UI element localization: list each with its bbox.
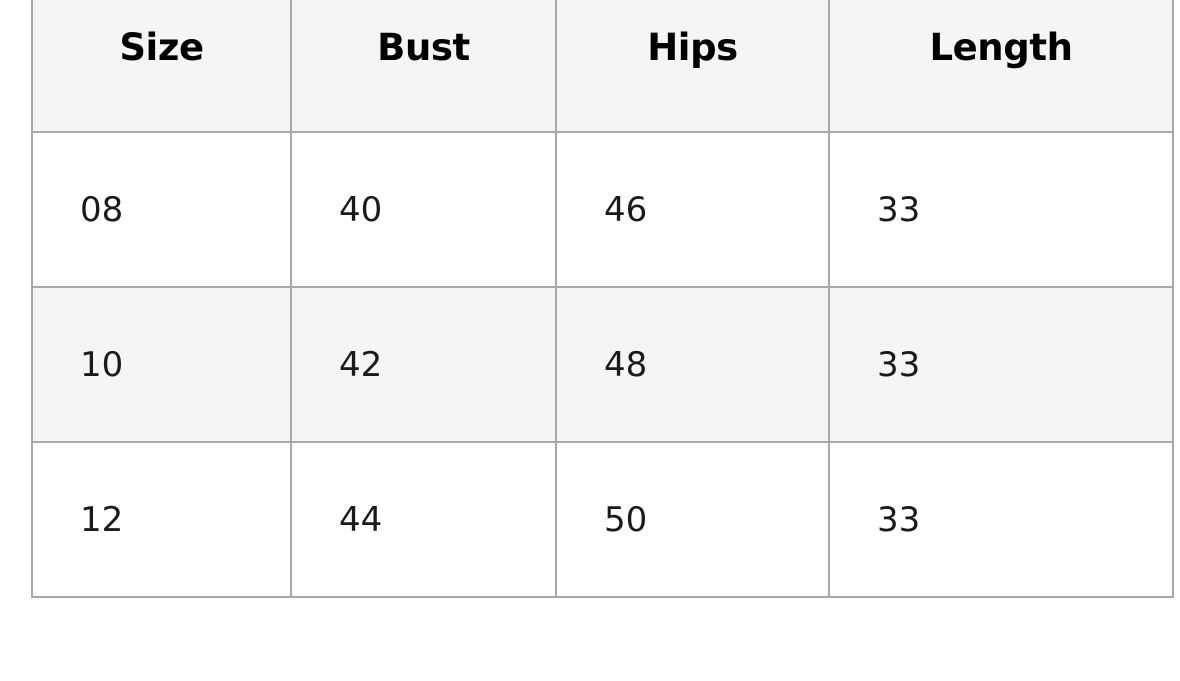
cell-hips: 48 [555,286,830,443]
cell-length: 33 [828,286,1174,443]
cell-size: 08 [31,131,292,288]
cell-size: 12 [31,441,292,598]
cell-hips: 46 [555,131,830,288]
column-header-size: Size [31,0,292,133]
column-header-length: Length [828,0,1174,133]
column-header-bust: Bust [290,0,557,133]
table-header-row: Size Bust Hips Length [31,0,1174,133]
size-chart-container: Size Bust Hips Length 08 40 46 33 10 42 … [31,0,1180,598]
cell-length: 33 [828,441,1174,598]
table-header: Size Bust Hips Length [31,0,1174,133]
table-row: 10 42 48 33 [31,286,1174,443]
cell-hips: 50 [555,441,830,598]
table-body: 08 40 46 33 10 42 48 33 12 44 50 33 [31,131,1174,598]
cell-length: 33 [828,131,1174,288]
cell-bust: 42 [290,286,557,443]
table-row: 08 40 46 33 [31,131,1174,288]
cell-bust: 44 [290,441,557,598]
cell-bust: 40 [290,131,557,288]
size-chart-table: Size Bust Hips Length 08 40 46 33 10 42 … [31,0,1174,598]
table-row: 12 44 50 33 [31,441,1174,598]
column-header-hips: Hips [555,0,830,133]
cell-size: 10 [31,286,292,443]
